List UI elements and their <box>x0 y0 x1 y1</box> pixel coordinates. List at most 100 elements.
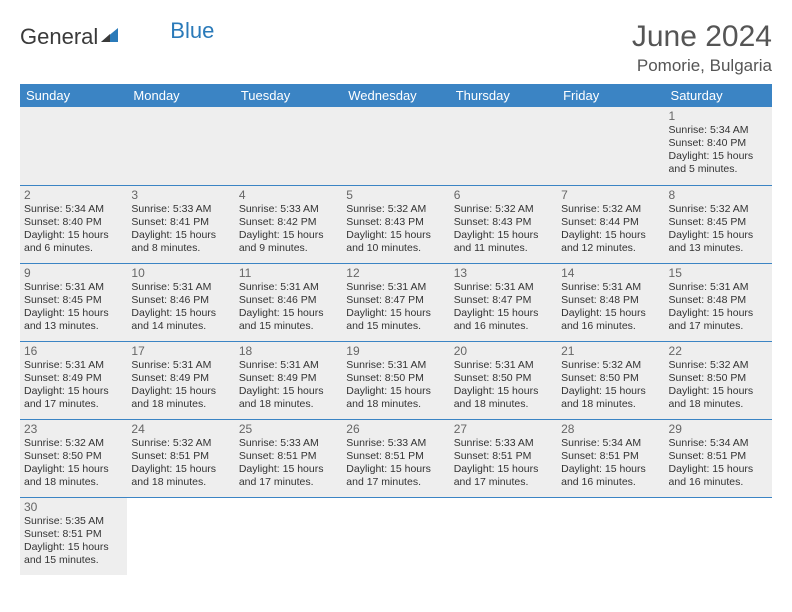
calendar-cell: 27Sunrise: 5:33 AMSunset: 8:51 PMDayligh… <box>450 419 557 497</box>
daylight-line: Daylight: 15 hours and 11 minutes. <box>454 229 553 255</box>
sunrise-line: Sunrise: 5:33 AM <box>239 437 338 450</box>
sunrise-line: Sunrise: 5:32 AM <box>454 203 553 216</box>
calendar-row: 2Sunrise: 5:34 AMSunset: 8:40 PMDaylight… <box>20 185 772 263</box>
sunset-line: Sunset: 8:50 PM <box>669 372 768 385</box>
calendar-cell: 8Sunrise: 5:32 AMSunset: 8:45 PMDaylight… <box>665 185 772 263</box>
day-number: 19 <box>346 344 445 358</box>
daylight-line: Daylight: 15 hours and 8 minutes. <box>131 229 230 255</box>
weekday-header-row: Sunday Monday Tuesday Wednesday Thursday… <box>20 84 772 107</box>
sunrise-line: Sunrise: 5:31 AM <box>24 281 123 294</box>
daylight-line: Daylight: 15 hours and 15 minutes. <box>346 307 445 333</box>
sunrise-line: Sunrise: 5:32 AM <box>669 359 768 372</box>
calendar-cell: 21Sunrise: 5:32 AMSunset: 8:50 PMDayligh… <box>557 341 664 419</box>
daylight-line: Daylight: 15 hours and 16 minutes. <box>454 307 553 333</box>
calendar-cell <box>665 497 772 575</box>
day-number: 15 <box>669 266 768 280</box>
sunset-line: Sunset: 8:43 PM <box>346 216 445 229</box>
calendar-cell <box>127 497 234 575</box>
calendar-cell: 29Sunrise: 5:34 AMSunset: 8:51 PMDayligh… <box>665 419 772 497</box>
sunrise-line: Sunrise: 5:31 AM <box>454 281 553 294</box>
location-label: Pomorie, Bulgaria <box>632 56 772 76</box>
calendar-cell: 4Sunrise: 5:33 AMSunset: 8:42 PMDaylight… <box>235 185 342 263</box>
calendar-cell: 28Sunrise: 5:34 AMSunset: 8:51 PMDayligh… <box>557 419 664 497</box>
weekday-header: Monday <box>127 84 234 107</box>
day-number: 9 <box>24 266 123 280</box>
sunrise-line: Sunrise: 5:31 AM <box>669 281 768 294</box>
calendar-cell: 12Sunrise: 5:31 AMSunset: 8:47 PMDayligh… <box>342 263 449 341</box>
daylight-line: Daylight: 15 hours and 17 minutes. <box>669 307 768 333</box>
day-number: 10 <box>131 266 230 280</box>
weekday-header: Tuesday <box>235 84 342 107</box>
daylight-line: Daylight: 15 hours and 18 minutes. <box>454 385 553 411</box>
weekday-header: Saturday <box>665 84 772 107</box>
sunset-line: Sunset: 8:45 PM <box>669 216 768 229</box>
day-number: 17 <box>131 344 230 358</box>
sunset-line: Sunset: 8:47 PM <box>346 294 445 307</box>
daylight-line: Daylight: 15 hours and 18 minutes. <box>561 385 660 411</box>
calendar-cell: 23Sunrise: 5:32 AMSunset: 8:50 PMDayligh… <box>20 419 127 497</box>
calendar-cell: 11Sunrise: 5:31 AMSunset: 8:46 PMDayligh… <box>235 263 342 341</box>
day-number: 11 <box>239 266 338 280</box>
day-number: 21 <box>561 344 660 358</box>
calendar-cell: 1Sunrise: 5:34 AMSunset: 8:40 PMDaylight… <box>665 107 772 185</box>
calendar-cell: 25Sunrise: 5:33 AMSunset: 8:51 PMDayligh… <box>235 419 342 497</box>
day-number: 26 <box>346 422 445 436</box>
day-number: 18 <box>239 344 338 358</box>
calendar-cell: 14Sunrise: 5:31 AMSunset: 8:48 PMDayligh… <box>557 263 664 341</box>
day-number: 3 <box>131 188 230 202</box>
sunrise-line: Sunrise: 5:34 AM <box>24 203 123 216</box>
sunset-line: Sunset: 8:49 PM <box>24 372 123 385</box>
calendar-cell <box>450 107 557 185</box>
calendar-cell <box>342 497 449 575</box>
sunset-line: Sunset: 8:48 PM <box>669 294 768 307</box>
sunrise-line: Sunrise: 5:33 AM <box>239 203 338 216</box>
daylight-line: Daylight: 15 hours and 14 minutes. <box>131 307 230 333</box>
daylight-line: Daylight: 15 hours and 13 minutes. <box>669 229 768 255</box>
calendar-cell: 19Sunrise: 5:31 AMSunset: 8:50 PMDayligh… <box>342 341 449 419</box>
daylight-line: Daylight: 15 hours and 18 minutes. <box>239 385 338 411</box>
day-number: 12 <box>346 266 445 280</box>
sunrise-line: Sunrise: 5:32 AM <box>24 437 123 450</box>
sunset-line: Sunset: 8:46 PM <box>131 294 230 307</box>
sunset-line: Sunset: 8:51 PM <box>239 450 338 463</box>
daylight-line: Daylight: 15 hours and 15 minutes. <box>24 541 123 567</box>
sunrise-line: Sunrise: 5:32 AM <box>561 359 660 372</box>
calendar-cell: 7Sunrise: 5:32 AMSunset: 8:44 PMDaylight… <box>557 185 664 263</box>
sunrise-line: Sunrise: 5:31 AM <box>131 281 230 294</box>
sunrise-line: Sunrise: 5:32 AM <box>669 203 768 216</box>
calendar-cell: 24Sunrise: 5:32 AMSunset: 8:51 PMDayligh… <box>127 419 234 497</box>
sunset-line: Sunset: 8:51 PM <box>454 450 553 463</box>
calendar-cell <box>20 107 127 185</box>
calendar-cell: 9Sunrise: 5:31 AMSunset: 8:45 PMDaylight… <box>20 263 127 341</box>
sunrise-line: Sunrise: 5:35 AM <box>24 515 123 528</box>
sunrise-line: Sunrise: 5:33 AM <box>454 437 553 450</box>
sunset-line: Sunset: 8:41 PM <box>131 216 230 229</box>
sunset-line: Sunset: 8:51 PM <box>346 450 445 463</box>
calendar-cell: 26Sunrise: 5:33 AMSunset: 8:51 PMDayligh… <box>342 419 449 497</box>
sunrise-line: Sunrise: 5:33 AM <box>131 203 230 216</box>
sunset-line: Sunset: 8:48 PM <box>561 294 660 307</box>
sunrise-line: Sunrise: 5:34 AM <box>669 437 768 450</box>
sunrise-line: Sunrise: 5:31 AM <box>131 359 230 372</box>
sunrise-line: Sunrise: 5:31 AM <box>239 281 338 294</box>
calendar-cell <box>235 497 342 575</box>
sunset-line: Sunset: 8:47 PM <box>454 294 553 307</box>
daylight-line: Daylight: 15 hours and 16 minutes. <box>669 463 768 489</box>
day-number: 5 <box>346 188 445 202</box>
day-number: 29 <box>669 422 768 436</box>
day-number: 8 <box>669 188 768 202</box>
sunrise-line: Sunrise: 5:31 AM <box>24 359 123 372</box>
day-number: 22 <box>669 344 768 358</box>
weekday-header: Wednesday <box>342 84 449 107</box>
calendar-body: 1Sunrise: 5:34 AMSunset: 8:40 PMDaylight… <box>20 107 772 575</box>
daylight-line: Daylight: 15 hours and 18 minutes. <box>669 385 768 411</box>
calendar-cell: 2Sunrise: 5:34 AMSunset: 8:40 PMDaylight… <box>20 185 127 263</box>
day-number: 6 <box>454 188 553 202</box>
weekday-header: Thursday <box>450 84 557 107</box>
daylight-line: Daylight: 15 hours and 17 minutes. <box>346 463 445 489</box>
sunset-line: Sunset: 8:43 PM <box>454 216 553 229</box>
calendar-cell: 17Sunrise: 5:31 AMSunset: 8:49 PMDayligh… <box>127 341 234 419</box>
sunset-line: Sunset: 8:40 PM <box>669 137 768 150</box>
sunset-line: Sunset: 8:51 PM <box>669 450 768 463</box>
sunrise-line: Sunrise: 5:31 AM <box>239 359 338 372</box>
